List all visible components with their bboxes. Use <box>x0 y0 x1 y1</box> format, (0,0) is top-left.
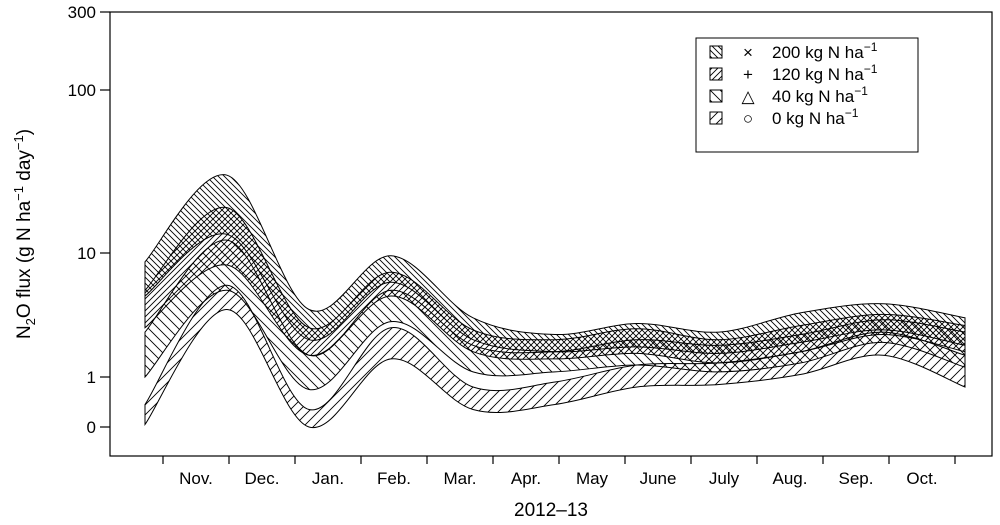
x-axis: Nov. Dec. Jan. Feb. Mar. Apr. May June July Aug. S… <box>162 456 956 488</box>
legend-marker: + <box>743 65 753 84</box>
legend-marker: △ <box>741 87 755 106</box>
legend-marker: ○ <box>743 109 753 128</box>
legend-label: 40 kg N ha−1 <box>772 84 868 106</box>
legend-label: 0 kg N ha−1 <box>772 106 859 128</box>
legend-swatch <box>709 67 723 81</box>
y-axis: 0 1 10 100 300 <box>68 3 110 437</box>
series-band <box>144 174 966 354</box>
legend-swatch <box>709 111 723 125</box>
legend-marker: × <box>743 43 753 62</box>
x-tick-label: July <box>709 469 740 488</box>
legend-swatch <box>709 89 723 103</box>
x-axis-label: 2012–13 <box>514 500 588 521</box>
legend-label: 120 kg N ha−1 <box>772 62 878 84</box>
x-tick-label: Dec. <box>245 469 280 488</box>
x-tick-label: Sep. <box>839 469 874 488</box>
legend-swatch <box>709 45 723 59</box>
plot-area <box>109 11 993 457</box>
x-tick-label: Nov. <box>179 469 213 488</box>
x-tick-label: Apr. <box>511 469 541 488</box>
legend: × 200 kg N ha−1 + 120 kg N ha−1 △ 40 kg N ha−… <box>695 37 919 153</box>
series-bands <box>144 174 966 428</box>
legend-label: 200 kg N ha−1 <box>772 40 878 62</box>
x-tick-label: June <box>640 469 677 488</box>
x-tick-label: Mar. <box>443 469 476 488</box>
legend-box <box>695 37 919 153</box>
y-tick-label: 1 <box>87 368 96 387</box>
y-tick-label: 300 <box>68 3 96 22</box>
y-tick-label: 100 <box>68 81 96 100</box>
x-tick-label: Aug. <box>773 469 808 488</box>
y-axis-label: N2O flux (g N ha−1 day−1) <box>11 129 38 339</box>
x-tick-label: Oct. <box>906 469 937 488</box>
x-tick-label: May <box>576 469 609 488</box>
x-tick-label: Jan. <box>312 469 344 488</box>
y-tick-label: 0 <box>87 418 96 437</box>
y-tick-label: 10 <box>77 244 96 263</box>
x-tick-label: Feb. <box>377 469 411 488</box>
